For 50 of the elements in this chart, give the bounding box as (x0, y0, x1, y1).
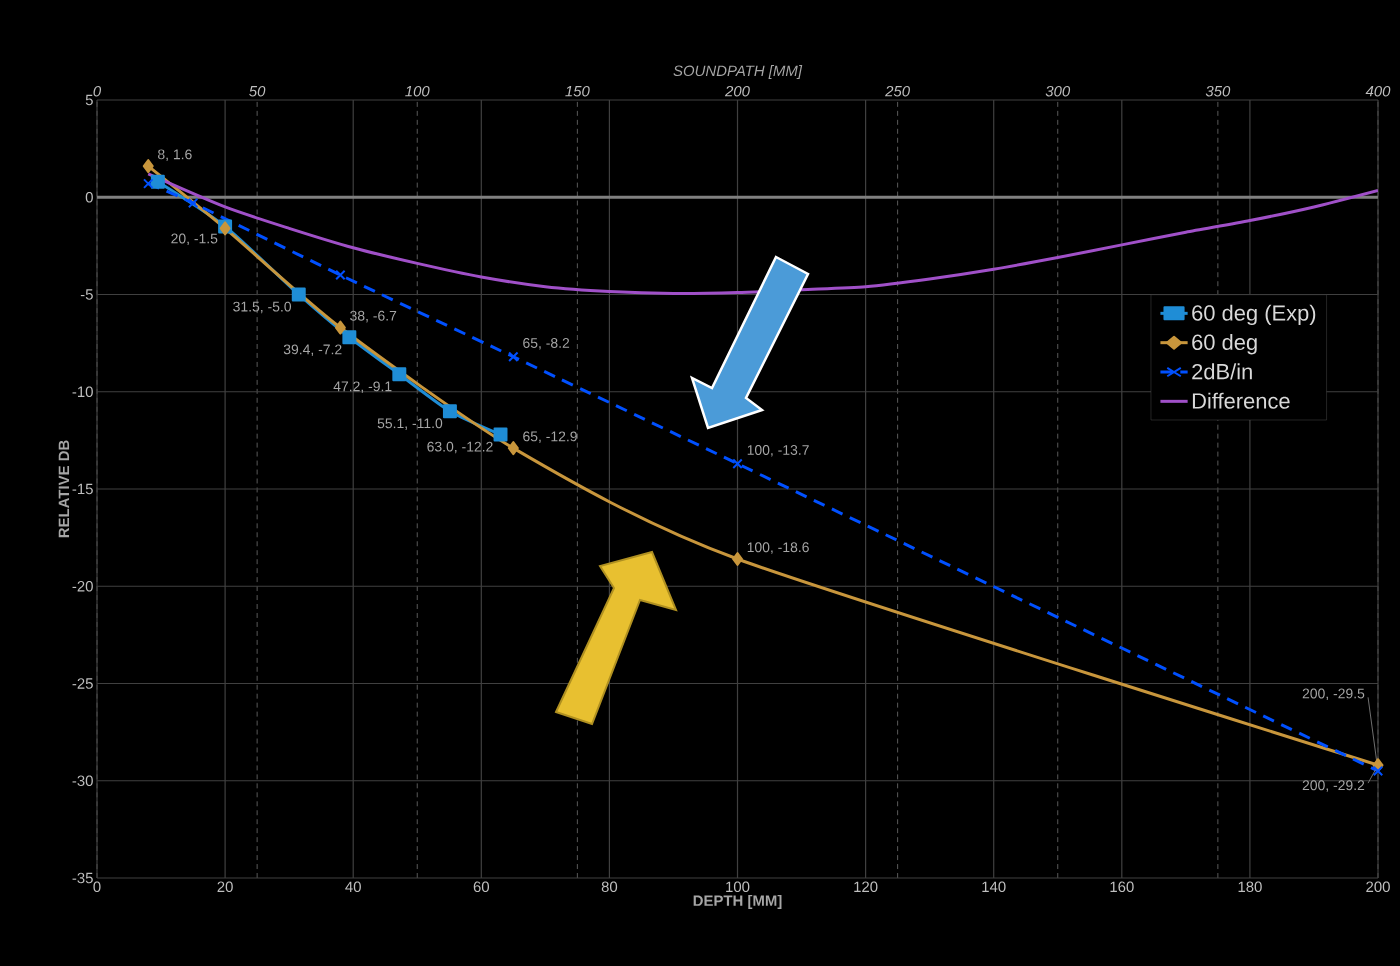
x2-axis-title: SOUNDPATH [MM] (673, 65, 803, 80)
data-label: 55.1, -11.0 (377, 418, 443, 430)
data-label: 200, -29.5 (1302, 688, 1365, 701)
x-tick-label: 0 (93, 881, 101, 893)
legend-label: Difference (1192, 392, 1290, 409)
data-label: 63.0, -12.2 (427, 441, 493, 454)
x2-tick-label: 0 (93, 85, 102, 97)
y-tick-label: -30 (72, 775, 93, 787)
x2-tick-label: 200 (724, 85, 750, 97)
data-label: 31.5, -5.0 (233, 301, 292, 314)
data-label: 100, -18.6 (747, 542, 809, 554)
x2-tick-label: 150 (565, 85, 590, 97)
x-tick-label: 140 (982, 881, 1006, 893)
data-label: 38, -6.7 (350, 310, 397, 323)
data-label: 47.2, -9.1 (333, 381, 392, 393)
data-label: 200, -29.2 (1302, 780, 1365, 792)
x-tick-label: 180 (1238, 881, 1262, 893)
legend-label: 60 deg (Exp) (1192, 304, 1316, 326)
x2-tick-label: 300 (1045, 85, 1071, 97)
data-label: 20, -1.5 (171, 233, 218, 246)
x-tick-label: 160 (1110, 881, 1134, 893)
y-axis-title: RELATIVE DB (58, 440, 70, 538)
y-tick-label: -35 (72, 872, 93, 884)
y-tick-label: -15 (72, 483, 93, 495)
x-tick-label: 80 (601, 881, 618, 893)
x2-tick-label: 400 (1365, 85, 1391, 97)
y-tick-label: -10 (72, 386, 93, 398)
x2-tick-label: 250 (885, 85, 910, 97)
y-tick-label: -25 (72, 678, 93, 689)
x2-tick-label: 100 (405, 85, 430, 97)
x-tick-label: 60 (473, 881, 490, 893)
y-tick-label: -20 (72, 580, 93, 592)
legend-label: 60 deg (1192, 333, 1257, 355)
data-label: 65, -12.9 (523, 431, 577, 443)
x-axis-title: DEPTH [MM] (693, 894, 782, 909)
x2-tick-label: 50 (249, 85, 266, 97)
y-tick-label: 0 (85, 191, 93, 203)
x-tick-label: 200 (1366, 881, 1390, 893)
y-tick-label: 5 (85, 94, 93, 106)
legend-label: 2dB/in (1192, 363, 1252, 380)
y-tick-label: -5 (80, 289, 93, 300)
data-label: 100, -13.7 (747, 445, 809, 457)
data-label: 39.4, -7.2 (283, 344, 342, 356)
data-label: 8, 1.6 (158, 149, 192, 161)
x-tick-label: 100 (726, 881, 750, 893)
x2-tick-label: 350 (1205, 85, 1231, 97)
x-tick-label: 120 (854, 881, 878, 893)
x-tick-label: 20 (217, 881, 233, 893)
data-label: 65, -8.2 (523, 338, 570, 350)
x-tick-label: 40 (345, 881, 361, 893)
